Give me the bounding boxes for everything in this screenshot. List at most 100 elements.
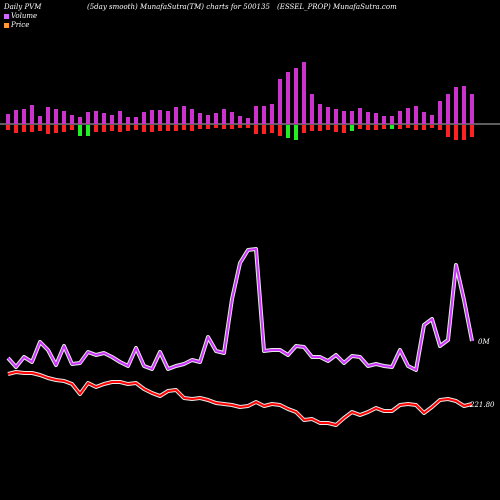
chart-title-center: (5day smooth) MunafaSutra(TM) charts for… <box>87 3 270 11</box>
volume-bar-up <box>62 111 66 124</box>
volume-bar-up <box>54 109 58 124</box>
volume-bar-down <box>238 125 242 128</box>
volume-bar-down <box>150 125 154 132</box>
volume-bar-down <box>198 125 202 129</box>
volume-bar-up <box>302 62 306 124</box>
chart-title-left: Daily PVM <box>4 3 42 11</box>
volume-bar-down <box>470 125 474 137</box>
volume-bar-up <box>286 72 290 124</box>
volume-bar-down <box>342 125 346 133</box>
volume-bar-down <box>414 125 418 130</box>
volume-bar-down <box>54 125 58 133</box>
volume-bar-down <box>182 125 186 130</box>
volume-bar-down <box>406 125 410 128</box>
volume-bar-up <box>438 101 442 124</box>
volume-bar-down <box>310 125 314 131</box>
volume-bar-down <box>102 125 106 132</box>
volume-bar-down <box>94 125 98 132</box>
volume-bar-up <box>414 106 418 124</box>
volume-bar-down-green <box>350 125 354 131</box>
volume-bar-down <box>22 125 26 132</box>
volume-bar-down <box>254 125 258 134</box>
volume-bar-up <box>142 112 146 124</box>
volume-bar-up <box>182 106 186 124</box>
volume-bar-up <box>30 105 34 124</box>
volume-bar-up <box>446 94 450 124</box>
price-line-halo <box>7 370 473 427</box>
volume-bar-down <box>222 125 226 129</box>
volume-bar-down <box>206 125 210 129</box>
volume-bar-down <box>214 125 218 128</box>
price-line <box>7 371 473 426</box>
volume-bar-up <box>190 109 194 124</box>
volume-bar-down <box>262 125 266 134</box>
volume-bar-down <box>278 125 282 136</box>
volume-bar-up <box>358 108 362 124</box>
volume-bar-down <box>422 125 426 130</box>
volume-bar-up <box>174 107 178 124</box>
volume-bar-up <box>318 104 322 124</box>
legend-volume-label: Volume <box>11 12 38 20</box>
volume-bar-down-green <box>78 125 82 136</box>
volume-bar-down <box>174 125 178 131</box>
volume-bar-up <box>6 114 10 124</box>
volume-bar-up <box>406 108 410 124</box>
volume-bar-up <box>390 116 394 124</box>
volume-bar-up <box>46 107 50 124</box>
volume-bar-up <box>70 115 74 124</box>
volume-bar-up <box>334 109 338 124</box>
volume-bar-down <box>14 125 18 133</box>
volume-bar-down <box>126 125 130 131</box>
volume-bar-down <box>454 125 458 140</box>
volume-bar-down <box>270 125 274 133</box>
volume-bar-up <box>294 68 298 124</box>
volume-bar-down <box>438 125 442 130</box>
volume-bar-down <box>334 125 338 132</box>
volume-bar-down <box>326 125 330 130</box>
volume-bar-up <box>350 111 354 124</box>
volume-bar-up <box>110 115 114 124</box>
volume-bar-up <box>262 106 266 124</box>
volume-bar-up <box>166 111 170 124</box>
volume-bar-down <box>190 125 194 131</box>
volume-bar-up <box>126 117 130 124</box>
legend-volume-swatch <box>4 13 9 19</box>
volume-bar-down <box>430 125 434 128</box>
volume-bar-down <box>142 125 146 132</box>
legend-price: Price <box>4 21 29 29</box>
volume-bar-down <box>118 125 122 132</box>
volume-bar-down <box>6 125 10 130</box>
volume-bar-down <box>30 125 34 132</box>
volume-bar-up <box>326 107 330 124</box>
legend-price-swatch <box>4 22 9 28</box>
legend-price-label: Price <box>11 21 30 29</box>
volume-bar-up <box>310 94 314 124</box>
price-end-label: 221.80 <box>469 401 495 409</box>
volume-bar-down <box>70 125 74 130</box>
volume-bar-up <box>198 113 202 124</box>
volume-bar-up <box>118 111 122 124</box>
volume-bar-up <box>158 110 162 124</box>
volume-bar-up <box>78 117 82 124</box>
volume-bar-up <box>254 106 258 124</box>
volume-bar-up <box>238 116 242 124</box>
volume-bar-up <box>86 112 90 124</box>
volume-bar-up <box>94 111 98 124</box>
volume-bar-up <box>398 111 402 124</box>
volume-bar-up <box>366 112 370 124</box>
volume-bar-down <box>374 125 378 130</box>
volume-bar-up <box>454 87 458 124</box>
volume-bar-down <box>62 125 66 132</box>
volume-bar-down <box>302 125 306 133</box>
volume-bar-down <box>462 125 466 140</box>
volume-bar-up <box>38 116 42 124</box>
volume-bar-up <box>134 117 138 124</box>
volume-bar-down-green <box>86 125 90 136</box>
volume-bar-down <box>382 125 386 129</box>
volume-bar-up <box>214 113 218 124</box>
volume-bar-down <box>446 125 450 137</box>
volume-bar-down <box>246 125 250 128</box>
volume-end-label: 0M <box>478 338 490 346</box>
